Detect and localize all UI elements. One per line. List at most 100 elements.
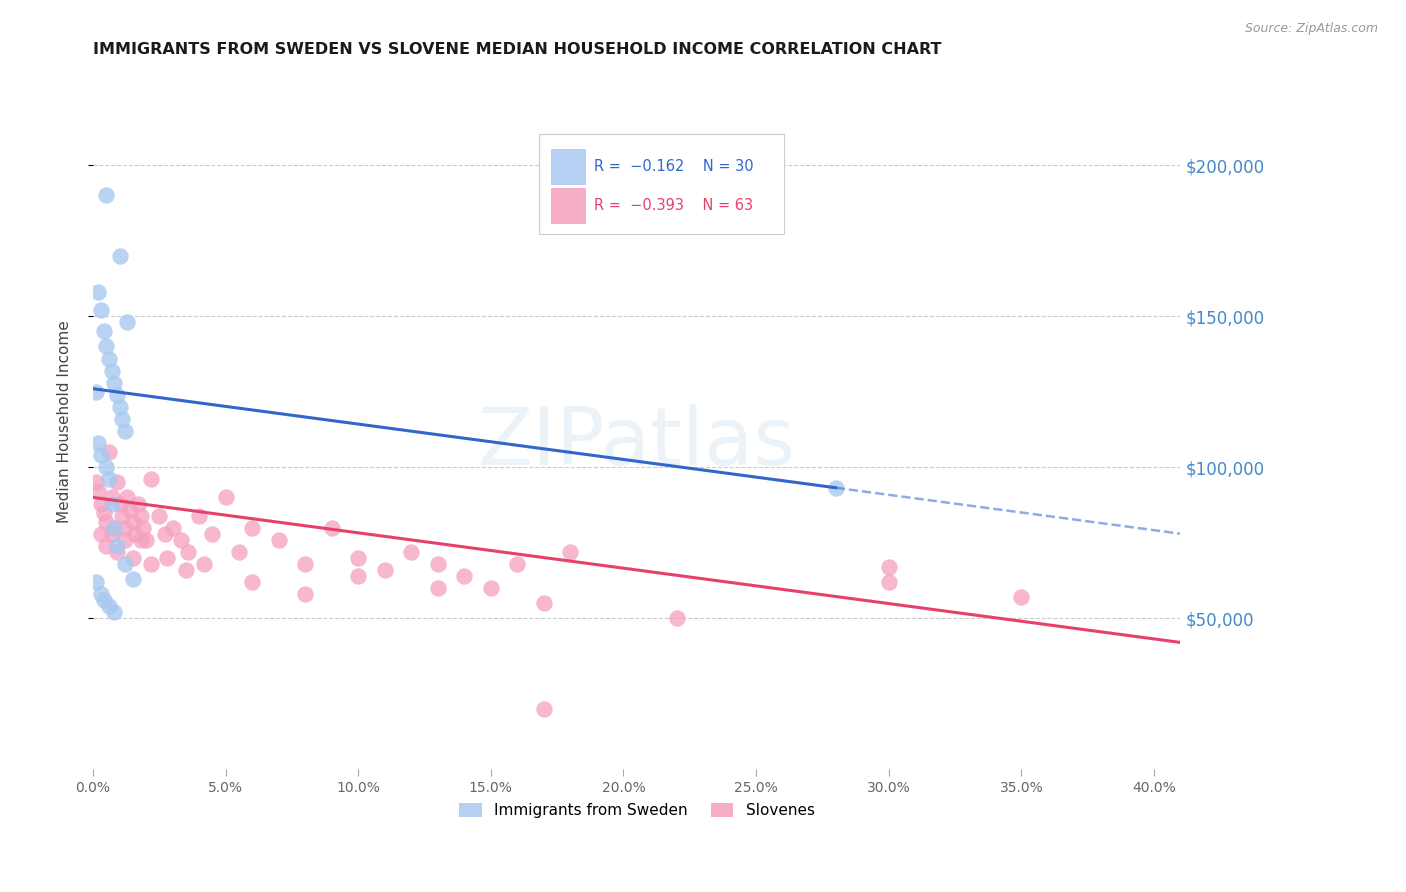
Point xyxy=(105,475,128,490)
Point xyxy=(108,496,131,510)
Point xyxy=(426,581,449,595)
Point xyxy=(97,445,120,459)
Point xyxy=(84,384,107,399)
Text: R =  −0.393    N = 63: R = −0.393 N = 63 xyxy=(595,198,754,213)
Point xyxy=(374,563,396,577)
Point xyxy=(96,460,118,475)
Point xyxy=(103,376,125,390)
Point xyxy=(103,521,125,535)
Point xyxy=(1010,590,1032,604)
Point xyxy=(114,533,136,547)
Point xyxy=(96,539,118,553)
Point xyxy=(100,491,122,505)
FancyBboxPatch shape xyxy=(551,188,586,224)
Point xyxy=(169,533,191,547)
Point xyxy=(174,563,197,577)
Point xyxy=(506,557,529,571)
Point xyxy=(240,575,263,590)
Point xyxy=(193,557,215,571)
Point xyxy=(100,496,122,510)
Point xyxy=(177,545,200,559)
Point xyxy=(117,491,139,505)
Point xyxy=(93,593,115,607)
Point xyxy=(156,550,179,565)
Point xyxy=(93,506,115,520)
Point xyxy=(84,575,107,590)
Point xyxy=(201,526,224,541)
Point xyxy=(129,533,152,547)
Point xyxy=(347,550,370,565)
Point xyxy=(96,515,118,529)
Legend: Immigrants from Sweden, Slovenes: Immigrants from Sweden, Slovenes xyxy=(453,797,821,824)
Point xyxy=(294,587,316,601)
Point xyxy=(162,521,184,535)
Point xyxy=(105,539,128,553)
Point xyxy=(877,560,900,574)
Point xyxy=(214,491,236,505)
Point xyxy=(100,526,122,541)
Point xyxy=(533,596,555,610)
Point xyxy=(533,702,555,716)
Point xyxy=(111,412,134,426)
Point xyxy=(347,569,370,583)
Point xyxy=(453,569,475,583)
Point xyxy=(114,521,136,535)
Point xyxy=(877,575,900,590)
Point xyxy=(96,188,118,202)
Point xyxy=(97,351,120,366)
Point xyxy=(228,545,250,559)
Y-axis label: Median Household Income: Median Household Income xyxy=(58,320,72,524)
Point xyxy=(105,388,128,402)
Point xyxy=(93,324,115,338)
Point xyxy=(100,363,122,377)
Point xyxy=(97,472,120,486)
Point xyxy=(103,521,125,535)
Point xyxy=(121,515,143,529)
Point xyxy=(121,550,143,565)
Point xyxy=(96,339,118,353)
Point xyxy=(105,545,128,559)
Text: ZIPatlas: ZIPatlas xyxy=(478,404,796,482)
Point xyxy=(90,496,112,510)
Point xyxy=(321,521,343,535)
Point xyxy=(87,436,110,450)
Point xyxy=(103,605,125,619)
Point xyxy=(188,508,211,523)
Point xyxy=(824,482,846,496)
Point xyxy=(267,533,290,547)
Point xyxy=(560,545,582,559)
Point xyxy=(127,496,149,510)
Point xyxy=(90,303,112,318)
Point xyxy=(114,424,136,438)
Point xyxy=(111,508,134,523)
Point xyxy=(117,315,139,329)
Point xyxy=(90,526,112,541)
Point xyxy=(120,502,142,516)
Point xyxy=(426,557,449,571)
Point xyxy=(108,400,131,414)
Point xyxy=(121,572,143,586)
Point xyxy=(401,545,423,559)
Text: IMMIGRANTS FROM SWEDEN VS SLOVENE MEDIAN HOUSEHOLD INCOME CORRELATION CHART: IMMIGRANTS FROM SWEDEN VS SLOVENE MEDIAN… xyxy=(93,42,942,57)
Point xyxy=(240,521,263,535)
Point xyxy=(84,475,107,490)
Point xyxy=(479,581,502,595)
Point xyxy=(129,508,152,523)
Point xyxy=(665,611,688,625)
Point xyxy=(153,526,176,541)
Point xyxy=(108,249,131,263)
Point xyxy=(87,484,110,499)
Point xyxy=(148,508,170,523)
Point xyxy=(294,557,316,571)
FancyBboxPatch shape xyxy=(538,134,783,235)
Point xyxy=(87,285,110,299)
FancyBboxPatch shape xyxy=(551,149,586,185)
Point xyxy=(141,557,163,571)
Text: R =  −0.162    N = 30: R = −0.162 N = 30 xyxy=(595,160,754,175)
Point xyxy=(141,472,163,486)
Point xyxy=(132,521,155,535)
Point xyxy=(90,448,112,462)
Point xyxy=(90,587,112,601)
Point xyxy=(124,526,146,541)
Text: Source: ZipAtlas.com: Source: ZipAtlas.com xyxy=(1244,22,1378,36)
